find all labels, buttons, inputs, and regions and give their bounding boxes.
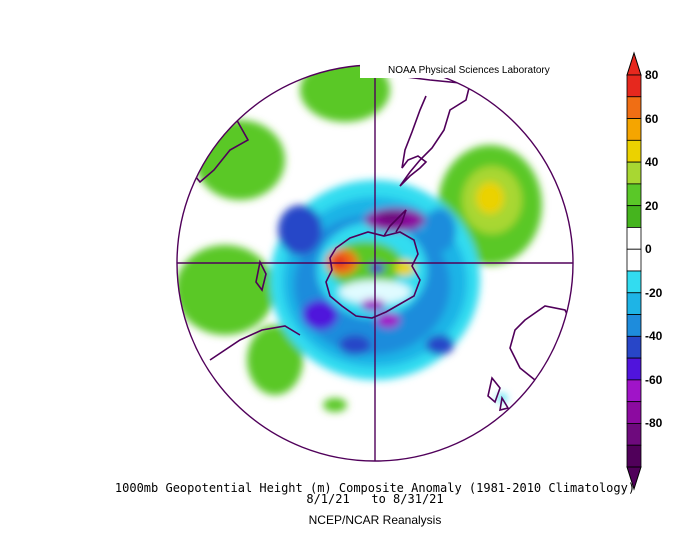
colorbar-segment bbox=[626, 74, 642, 98]
field-magenta-top bbox=[378, 212, 406, 224]
colorbar-segment bbox=[626, 292, 642, 315]
field-green-bottom bbox=[323, 398, 347, 412]
field-yellow-right bbox=[476, 182, 504, 214]
credit-label: NOAA Physical Sciences Laboratory bbox=[360, 64, 570, 78]
colorbar-segment bbox=[626, 248, 642, 272]
coastline-indian-ocean-coast bbox=[209, 325, 301, 361]
colorbar-segment bbox=[626, 118, 642, 141]
colorbar-segment bbox=[626, 357, 642, 381]
colorbar-segment bbox=[626, 205, 642, 228]
colorbar-label: 40 bbox=[645, 155, 659, 170]
colorbar-label: 0 bbox=[645, 242, 652, 257]
coastline-antarctic-peninsula bbox=[383, 209, 407, 237]
colorbar-segment bbox=[626, 423, 642, 446]
colorbar-segment bbox=[626, 379, 642, 403]
field-darkblue-bottom bbox=[339, 335, 371, 355]
colorbar-max-arrow bbox=[626, 51, 642, 76]
field-green-left bbox=[177, 245, 275, 335]
colorbar-segment bbox=[626, 401, 642, 424]
colorbar-label: -80 bbox=[645, 416, 663, 431]
colorbar-label: -40 bbox=[645, 329, 663, 344]
chart-title: 1000mb Geopotential Height (m) Composite… bbox=[114, 481, 636, 495]
colorbar-label: 20 bbox=[645, 198, 659, 213]
data-source: NCEP/NCAR Reanalysis bbox=[308, 513, 442, 527]
coastline-antarctica bbox=[325, 231, 421, 319]
coastline-new-zealand bbox=[487, 376, 510, 412]
colorbar-label: 60 bbox=[645, 111, 659, 126]
colorbar-label: 80 bbox=[645, 68, 659, 82]
date-range: 8/1/21 to 8/31/21 bbox=[306, 492, 444, 506]
field-magenta-lower-right bbox=[376, 312, 400, 328]
colorbar-segment bbox=[626, 227, 642, 250]
field-darkblue-upper-left bbox=[278, 205, 322, 255]
field-violet-center bbox=[370, 263, 384, 273]
colorbar-segment bbox=[626, 183, 642, 207]
field-red-west bbox=[333, 256, 347, 268]
colorbar bbox=[626, 51, 642, 491]
field-darkblue-lower-left bbox=[302, 300, 338, 330]
colorbar-label: -60 bbox=[645, 372, 663, 387]
coastline-south-america bbox=[397, 75, 472, 187]
colorbar-segment bbox=[626, 270, 642, 294]
colorbar-min-arrow bbox=[626, 466, 642, 491]
colorbar-segment bbox=[626, 314, 642, 337]
coastline-madagascar bbox=[255, 259, 267, 292]
field-darkblue-right bbox=[426, 335, 454, 355]
field-yellow-east bbox=[395, 260, 415, 276]
colorbar-segment bbox=[626, 335, 642, 359]
field-blue-top-right bbox=[424, 208, 456, 252]
coastlines bbox=[179, 75, 573, 412]
field-green-upper-left bbox=[195, 120, 285, 200]
colorbar-segment bbox=[626, 161, 642, 185]
field-green-lower-left bbox=[247, 325, 303, 395]
colorbar-segment bbox=[626, 96, 642, 119]
colorbar-segment bbox=[626, 444, 642, 468]
colorbar-segment bbox=[626, 139, 642, 163]
field-magenta-lower bbox=[361, 299, 385, 311]
colorbar-label: -20 bbox=[645, 285, 663, 300]
